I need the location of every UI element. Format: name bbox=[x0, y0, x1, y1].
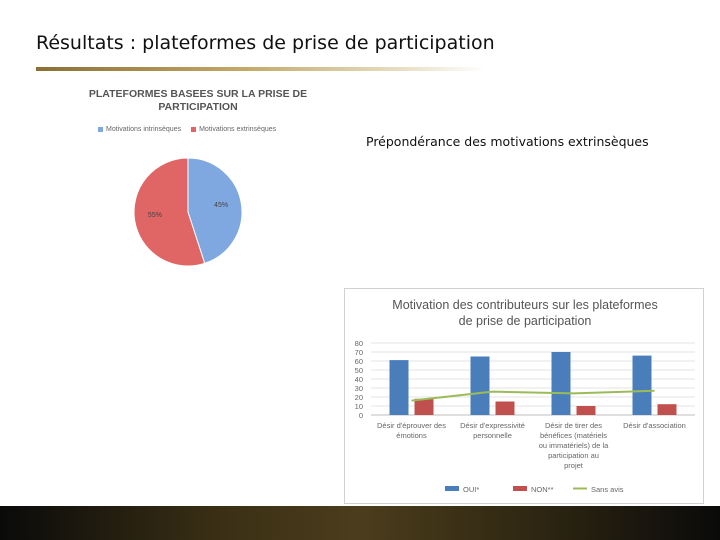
pie-chart: 45% 55% bbox=[133, 157, 243, 267]
y-tick-label: 40 bbox=[355, 375, 363, 384]
bar bbox=[389, 360, 409, 415]
bar bbox=[632, 355, 652, 415]
series-line bbox=[411, 389, 655, 402]
x-tick-label: Désir d'expressivité bbox=[460, 421, 525, 430]
bar bbox=[495, 401, 515, 415]
bar bbox=[657, 404, 677, 415]
pie-slice bbox=[187, 157, 243, 264]
pie-legend: Motivations intrinsèques Motivations ext… bbox=[98, 126, 276, 133]
y-tick-label: 80 bbox=[355, 339, 363, 348]
legend-label: NON** bbox=[531, 485, 554, 494]
x-tick-label: participation au bbox=[548, 451, 599, 460]
pie-legend-item-extrinsic: Motivations extrinsèques bbox=[191, 126, 276, 133]
bar bbox=[576, 406, 596, 415]
pie-title-line-2: PARTICIPATION bbox=[158, 101, 238, 113]
pie-slice-label: 55% bbox=[148, 212, 162, 219]
legend-swatch-blue bbox=[98, 127, 103, 132]
legend-label: OUI* bbox=[463, 485, 479, 494]
pie-legend-label: Motivations extrinsèques bbox=[199, 126, 277, 133]
y-tick-label: 0 bbox=[359, 411, 363, 420]
pie-legend-item-intrinsic: Motivations intrinsèques bbox=[98, 126, 181, 133]
bar-title-line-1: Motivation des contributeurs sur les pla… bbox=[392, 298, 658, 312]
y-tick-label: 20 bbox=[355, 393, 363, 402]
x-tick-label: Désir de tirer des bbox=[545, 421, 602, 430]
pie-legend-label: Motivations intrinsèques bbox=[106, 126, 182, 133]
x-tick-label: projet bbox=[564, 461, 584, 470]
bar-chart-panel: Motivation des contributeurs sur les pla… bbox=[344, 288, 704, 504]
footer-band bbox=[0, 506, 720, 540]
bar bbox=[414, 398, 434, 415]
bar bbox=[470, 356, 490, 415]
bar-title-line-2: de prise de participation bbox=[458, 314, 592, 328]
y-tick-label: 60 bbox=[355, 357, 363, 366]
x-tick-label: personnelle bbox=[473, 431, 512, 440]
y-tick-label: 50 bbox=[355, 366, 363, 375]
emphasis-text: Prépondérance des motivations extrinsèqu… bbox=[366, 134, 649, 149]
legend-swatch-red bbox=[191, 127, 197, 132]
legend-label: Sans avis bbox=[591, 485, 624, 494]
x-tick-label: bénéfices (matériels bbox=[540, 431, 607, 440]
x-tick-label: Désir d'association bbox=[623, 421, 686, 430]
y-tick-label: 10 bbox=[355, 402, 363, 411]
pie-chart-title: PLATEFORMES BASEES SUR LA PRISE DE PARTI… bbox=[68, 88, 328, 114]
title-underline bbox=[36, 67, 486, 71]
slide-title: Résultats : plateformes de prise de part… bbox=[36, 32, 495, 54]
legend-swatch bbox=[445, 486, 459, 491]
pie-chart-panel: PLATEFORMES BASEES SUR LA PRISE DE PARTI… bbox=[68, 84, 328, 274]
legend-swatch bbox=[513, 486, 527, 491]
pie-title-line-1: PLATEFORMES BASEES SUR LA PRISE DE bbox=[88, 88, 308, 100]
x-tick-label: ou immatériels) de la bbox=[539, 441, 609, 450]
bar-chart-title: Motivation des contributeurs sur les pla… bbox=[345, 297, 705, 329]
x-tick-label: Désir d'éprouver des bbox=[377, 421, 446, 430]
x-tick-label: émotions bbox=[396, 431, 427, 440]
pie-slice bbox=[133, 157, 206, 267]
y-tick-label: 70 bbox=[355, 348, 363, 357]
y-tick-label: 30 bbox=[355, 384, 363, 393]
bar bbox=[551, 352, 571, 415]
pie-slice-label: 45% bbox=[214, 202, 228, 209]
